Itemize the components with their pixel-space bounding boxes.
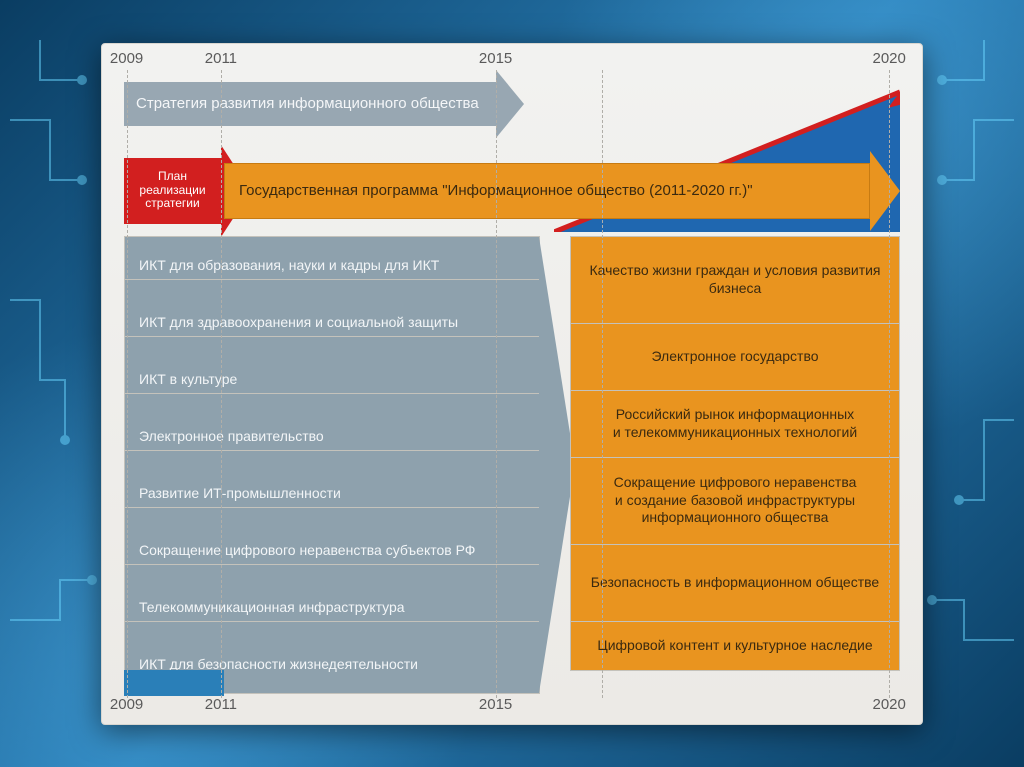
chart-area: Стратегия развития информационного общес…: [124, 72, 900, 696]
year-label: 2011: [205, 696, 237, 713]
arrowhead-icon: [870, 151, 900, 231]
strategy-arrow: Стратегия развития информационного общес…: [124, 82, 524, 126]
blue-progress-bar: [124, 670, 224, 696]
year-label: 2011: [205, 50, 237, 67]
year-axis-bottom: 2009 2011 2015 2020: [102, 696, 922, 718]
outcome-row: Сокращение цифрового неравенства и созда…: [570, 457, 900, 544]
year-label: 2009: [110, 50, 143, 67]
gridline: [889, 70, 890, 698]
year-label: 2015: [479, 50, 512, 67]
program-columns: ИКТ для образования, науки и кадры для И…: [124, 236, 900, 694]
outcome-row: Российский рынок информационных и телеко…: [570, 390, 900, 457]
outcome-row: Безопасность в информационном обществе: [570, 544, 900, 621]
initiative-row: Телекоммуникационная инфраструктура: [125, 593, 539, 622]
year-label: 2020: [873, 50, 906, 67]
year-label: 2015: [479, 696, 512, 713]
right-outcomes-column: Качество жизни граждан и условия развити…: [570, 236, 900, 694]
initiative-row: Развитие ИТ-промышленности: [125, 479, 539, 508]
red-plan-label: План реализации стратегии: [130, 170, 215, 211]
outcome-row: Цифровой контент и культурное наследие: [570, 621, 900, 671]
outcome-row: Электронное государство: [570, 323, 900, 390]
strategy-label: Стратегия развития информационного общес…: [136, 95, 479, 112]
year-axis-top: 2009 2011 2015 2020: [102, 50, 922, 72]
initiative-row: ИКТ в культуре: [125, 365, 539, 394]
arrowhead-icon: [496, 70, 524, 138]
outcome-row: Качество жизни граждан и условия развити…: [570, 236, 900, 323]
initiative-row: ИКТ для образования, науки и кадры для И…: [125, 251, 539, 280]
initiative-row: ИКТ для здравоохранения и социальной защ…: [125, 308, 539, 337]
gridline: [496, 70, 497, 698]
left-initiatives-column: ИКТ для образования, науки и кадры для И…: [124, 236, 540, 694]
state-program-arrow: Государственная программа "Информационно…: [224, 164, 900, 218]
year-label: 2020: [873, 696, 906, 713]
timeline-panel: 2009 2011 2015 2020 2009 2011 2015 2020 Страте…: [101, 43, 923, 725]
initiative-row: Сокращение цифрового неравенства субъект…: [125, 536, 539, 565]
gridline: [602, 70, 603, 698]
gridline: [221, 70, 222, 698]
year-label: 2009: [110, 696, 143, 713]
gridline: [127, 70, 128, 698]
initiative-row: Электронное правительство: [125, 422, 539, 451]
